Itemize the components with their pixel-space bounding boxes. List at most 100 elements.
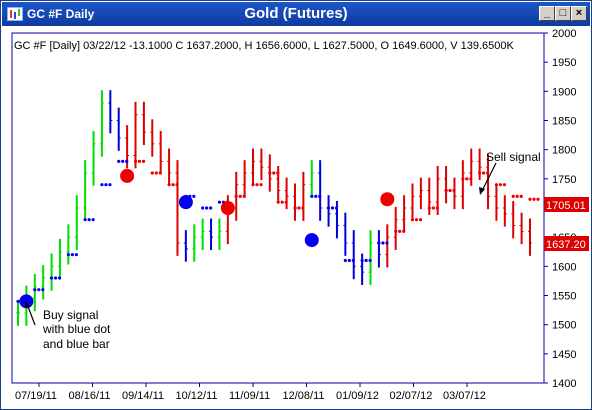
stop-dot [83,218,87,222]
y-tick-label: 1600 [552,261,576,273]
y-tick-label: 1450 [552,349,576,361]
minimize-button[interactable]: _ [539,6,555,21]
x-tick-label: 02/07/12 [390,390,433,402]
price-label-a: 1705.01 [544,197,589,212]
svg-text:1705.01: 1705.01 [546,200,586,212]
stop-dot [137,159,142,163]
stop-dot [33,288,37,292]
stop-dot [108,183,112,187]
stop-dot [448,188,452,193]
buy-signal-marker [178,195,193,210]
stop-dot [238,194,242,198]
price-label-b: 1637.20 [544,236,589,251]
stop-dot [272,171,276,175]
buy-arrow [26,303,36,326]
stop-dot [368,258,372,263]
chart-area[interactable]: 1400145015001550160016501700175018001850… [3,27,589,409]
title-bar[interactable]: GC #F Daily Gold (Futures) _ □ × [2,2,590,26]
buy-arrowhead-icon [25,301,30,308]
stop-dot [133,159,138,163]
stop-dot [141,159,146,163]
stop-dot [276,200,280,204]
stop-dot [431,206,435,210]
ohlc-info-line: GC #F [Daily] 03/22/12 -13.1000 C 1637.2… [14,40,514,52]
stop-dot [427,206,431,210]
stop-dot [57,276,62,280]
svg-text:1637.20: 1637.20 [546,239,586,251]
sell-signal-marker [120,168,135,183]
maximize-button[interactable]: □ [555,6,571,21]
price-chart[interactable]: 1400145015001550160016501700175018001850… [3,27,589,409]
stop-dot [444,188,448,193]
stop-dot [461,177,465,181]
stop-dot [100,183,104,187]
x-tick-label: 01/09/12 [336,390,379,402]
stop-dot [251,183,255,187]
stop-dot [515,194,519,198]
stop-dot [310,194,314,198]
y-tick-label: 1400 [552,378,576,390]
stop-dot [171,183,175,187]
stop-dot [536,197,540,201]
stop-dot [205,206,209,210]
signal-markers [19,168,395,309]
sell-annotation: Sell signal [479,150,541,195]
sell-annotation-label: Sell signal [486,150,541,164]
buy-annotation-line-2: with blue dot [42,322,111,336]
price-bars [16,90,532,326]
stop-dot [398,229,402,233]
stop-dot [360,258,364,263]
stop-dot [16,299,20,303]
stop-dot [175,183,179,187]
stop-dot [511,194,515,198]
window-title: GC #F Daily [27,7,95,21]
stop-dot [121,159,125,163]
stop-dot [192,194,196,198]
stop-dot [167,183,171,187]
stop-dot [70,253,74,257]
buy-annotation-line-3: and blue bar [43,337,110,351]
x-tick-label: 03/07/12 [443,390,486,402]
x-tick-label: 12/08/11 [283,390,325,402]
stop-dot [74,253,78,257]
stop-dot [402,229,406,233]
stop-dot [201,206,205,210]
stop-dot [284,200,288,204]
stop-dot [318,194,322,198]
buy-signal-marker [19,294,34,309]
chart-title: Gold (Futures) [244,5,348,22]
stop-dot [217,200,222,204]
sell-signal-marker [380,192,395,207]
stop-dot [158,171,162,175]
y-tick-label: 2000 [552,28,576,40]
stop-dot [154,171,158,175]
stop-dot [209,206,213,210]
sell-arrow [481,162,497,192]
y-tick-label: 1900 [552,86,576,98]
buy-annotation: Buy signal with blue dot and blue bar [25,301,111,351]
stop-dot [150,171,154,175]
sell-signal-marker [220,201,235,215]
stop-dot [242,194,246,198]
stop-dot [280,200,284,204]
stop-dot [351,258,355,263]
close-button[interactable]: × [571,6,587,21]
stop-dot [452,188,456,193]
stop-dot [435,206,439,210]
y-tick-label: 1500 [552,320,576,332]
buy-signal-marker [304,233,319,248]
x-tick-label: 08/16/11 [69,390,111,402]
stop-dot [276,171,280,175]
chart-app-icon [7,7,23,21]
stop-dot [41,288,45,292]
stop-dot [53,276,58,280]
stop-dot [519,194,523,198]
stop-dot [482,171,486,175]
stop-dot [377,241,381,245]
stop-dot [385,241,389,245]
stop-dot [478,171,482,175]
stop-dot [528,197,532,201]
stop-dot [494,183,499,187]
stop-dot [498,183,503,187]
stop-dot [91,218,95,222]
